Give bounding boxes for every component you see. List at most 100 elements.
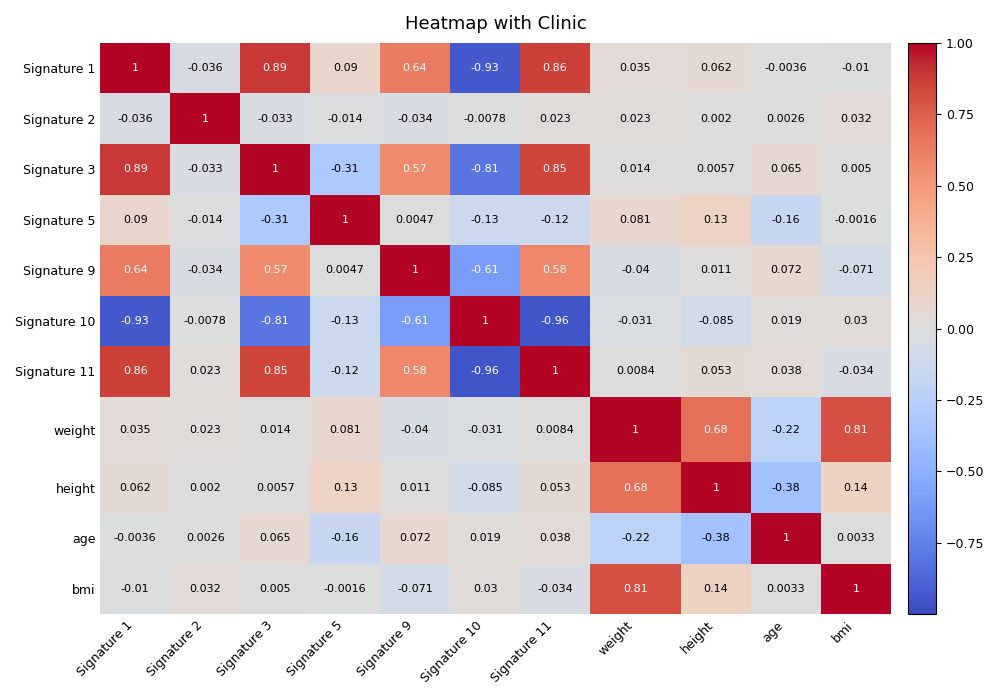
Text: -0.93: -0.93: [121, 316, 150, 326]
Text: 0.0057: 0.0057: [697, 164, 735, 174]
Text: -0.033: -0.033: [257, 113, 293, 124]
Text: -0.61: -0.61: [401, 316, 429, 326]
Text: 0.58: 0.58: [543, 265, 567, 275]
Text: 0.014: 0.014: [620, 164, 651, 174]
Text: -0.81: -0.81: [471, 164, 499, 174]
Text: 0.85: 0.85: [543, 164, 567, 174]
Text: 0.032: 0.032: [189, 584, 221, 594]
Text: 1: 1: [852, 584, 859, 594]
Text: -0.034: -0.034: [838, 367, 874, 377]
Text: -0.036: -0.036: [187, 63, 223, 74]
Text: 0.86: 0.86: [543, 63, 567, 74]
Text: 0.0047: 0.0047: [396, 215, 435, 225]
Text: 0.09: 0.09: [333, 63, 358, 74]
Text: 0.64: 0.64: [123, 265, 148, 275]
Text: -0.13: -0.13: [331, 316, 359, 326]
Text: -0.031: -0.031: [467, 425, 503, 435]
Text: -0.033: -0.033: [187, 164, 223, 174]
Text: 0.053: 0.053: [539, 483, 571, 493]
Text: -0.31: -0.31: [331, 164, 359, 174]
Text: 0.57: 0.57: [263, 265, 288, 275]
Text: 0.038: 0.038: [539, 533, 571, 543]
Text: -0.16: -0.16: [772, 215, 800, 225]
Text: 0.64: 0.64: [403, 63, 427, 74]
Text: 0.072: 0.072: [399, 533, 431, 543]
Text: 1: 1: [272, 164, 279, 174]
Text: -0.0078: -0.0078: [464, 113, 507, 124]
Text: 1: 1: [552, 367, 559, 377]
Text: -0.12: -0.12: [331, 367, 360, 377]
Text: 0.081: 0.081: [620, 215, 651, 225]
Text: 0.072: 0.072: [770, 265, 802, 275]
Text: 0.0084: 0.0084: [616, 367, 655, 377]
Text: 0.81: 0.81: [623, 584, 648, 594]
Text: 0.023: 0.023: [189, 367, 221, 377]
Text: 0.0033: 0.0033: [767, 584, 805, 594]
Text: -0.034: -0.034: [537, 584, 573, 594]
Text: -0.16: -0.16: [331, 533, 359, 543]
Text: 0.86: 0.86: [123, 367, 148, 377]
Text: 1: 1: [782, 533, 789, 543]
Text: -0.071: -0.071: [838, 265, 874, 275]
Text: 0.062: 0.062: [700, 63, 732, 74]
Text: -0.22: -0.22: [772, 425, 800, 435]
Text: -0.0016: -0.0016: [324, 584, 366, 594]
Text: -0.0016: -0.0016: [835, 215, 877, 225]
Text: 0.0033: 0.0033: [837, 533, 875, 543]
Text: 0.002: 0.002: [700, 113, 732, 124]
Text: -0.071: -0.071: [397, 584, 433, 594]
Text: 0.035: 0.035: [119, 425, 151, 435]
Text: -0.034: -0.034: [187, 265, 223, 275]
Text: 0.081: 0.081: [329, 425, 361, 435]
Text: -0.04: -0.04: [621, 265, 650, 275]
Text: 0.019: 0.019: [770, 316, 802, 326]
Text: -0.31: -0.31: [261, 215, 289, 225]
Text: 0.09: 0.09: [123, 215, 148, 225]
Text: 0.81: 0.81: [844, 425, 868, 435]
Text: -0.13: -0.13: [471, 215, 499, 225]
Text: 0.58: 0.58: [403, 367, 427, 377]
Text: 1: 1: [132, 63, 139, 74]
Text: 0.0026: 0.0026: [767, 113, 805, 124]
Text: 0.032: 0.032: [840, 113, 872, 124]
Text: 1: 1: [202, 113, 209, 124]
Text: -0.036: -0.036: [117, 113, 153, 124]
Text: 0.005: 0.005: [840, 164, 872, 174]
Text: 0.014: 0.014: [259, 425, 291, 435]
Text: -0.014: -0.014: [327, 113, 363, 124]
Text: -0.01: -0.01: [842, 63, 870, 74]
Text: 0.89: 0.89: [263, 63, 288, 74]
Text: -0.014: -0.014: [187, 215, 223, 225]
Text: 0.002: 0.002: [189, 483, 221, 493]
Text: 0.14: 0.14: [844, 483, 868, 493]
Text: 1: 1: [482, 316, 489, 326]
Text: 1: 1: [713, 483, 720, 493]
Text: 0.68: 0.68: [623, 483, 648, 493]
Text: -0.96: -0.96: [471, 367, 499, 377]
Text: 0.03: 0.03: [473, 584, 497, 594]
Text: 0.038: 0.038: [770, 367, 802, 377]
Text: 0.062: 0.062: [119, 483, 151, 493]
Text: 0.011: 0.011: [700, 265, 732, 275]
Text: 0.13: 0.13: [333, 483, 357, 493]
Text: -0.031: -0.031: [618, 316, 653, 326]
Text: 0.85: 0.85: [263, 367, 288, 377]
Text: 0.68: 0.68: [704, 425, 728, 435]
Text: 0.03: 0.03: [844, 316, 868, 326]
Text: -0.81: -0.81: [261, 316, 290, 326]
Text: 0.065: 0.065: [259, 533, 291, 543]
Text: 1: 1: [342, 215, 349, 225]
Title: Heatmap with Clinic: Heatmap with Clinic: [405, 15, 586, 33]
Text: -0.085: -0.085: [698, 316, 734, 326]
Text: -0.0036: -0.0036: [114, 533, 157, 543]
Text: -0.93: -0.93: [471, 63, 499, 74]
Text: 0.065: 0.065: [770, 164, 802, 174]
Text: 0.035: 0.035: [620, 63, 651, 74]
Text: 0.0084: 0.0084: [536, 425, 574, 435]
Text: -0.01: -0.01: [121, 584, 150, 594]
Text: 0.005: 0.005: [259, 584, 291, 594]
Text: 0.14: 0.14: [704, 584, 728, 594]
Text: -0.96: -0.96: [541, 316, 569, 326]
Text: 0.89: 0.89: [123, 164, 148, 174]
Text: 1: 1: [412, 265, 419, 275]
